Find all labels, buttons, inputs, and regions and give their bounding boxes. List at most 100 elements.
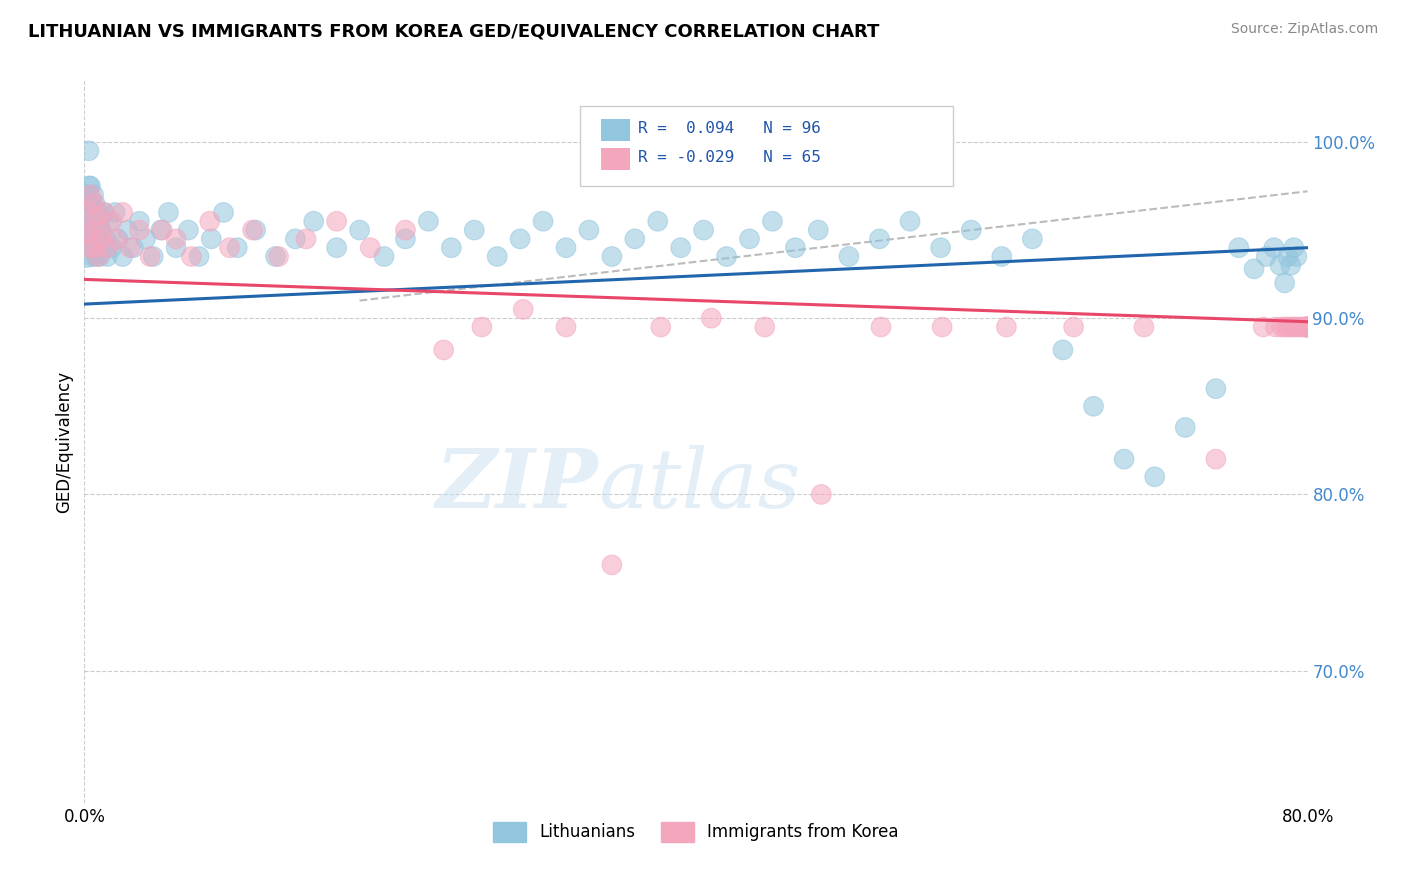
Point	[83, 232, 105, 246]
Point	[180, 250, 202, 264]
Point	[302, 214, 325, 228]
Point	[1296, 320, 1319, 334]
Point	[96, 241, 118, 255]
Point	[75, 227, 97, 241]
Point	[761, 214, 783, 228]
Point	[486, 250, 509, 264]
Point	[188, 250, 211, 264]
Point	[418, 214, 440, 228]
Point	[91, 241, 114, 255]
Point	[1133, 320, 1156, 334]
Point	[578, 223, 600, 237]
Point	[810, 487, 832, 501]
Point	[716, 250, 738, 264]
Point	[898, 214, 921, 228]
Point	[1277, 320, 1299, 334]
Point	[359, 241, 381, 255]
Point	[104, 205, 127, 219]
FancyBboxPatch shape	[600, 148, 630, 169]
Point	[177, 223, 200, 237]
Point	[1282, 320, 1305, 334]
Point	[1295, 320, 1317, 334]
Point	[440, 241, 463, 255]
Point	[75, 241, 97, 255]
Point	[1143, 470, 1166, 484]
Point	[96, 250, 118, 264]
Point	[700, 311, 723, 326]
Point	[692, 223, 714, 237]
Point	[1251, 320, 1274, 334]
Point	[1083, 399, 1105, 413]
Point	[754, 320, 776, 334]
Point	[295, 232, 318, 246]
Point	[463, 223, 485, 237]
Point	[1296, 320, 1319, 334]
Point	[264, 250, 287, 264]
Text: R =  0.094   N = 96: R = 0.094 N = 96	[638, 121, 821, 136]
Point	[165, 241, 187, 255]
Point	[785, 241, 807, 255]
Point	[624, 232, 647, 246]
Point	[90, 223, 112, 237]
Point	[650, 320, 672, 334]
Point	[212, 205, 235, 219]
Point	[509, 232, 531, 246]
Point	[1274, 320, 1296, 334]
Point	[1063, 320, 1085, 334]
Point	[1205, 452, 1227, 467]
Point	[79, 205, 101, 219]
Point	[1174, 420, 1197, 434]
Point	[1114, 452, 1136, 467]
Point	[325, 241, 347, 255]
Point	[1052, 343, 1074, 357]
Point	[142, 250, 165, 264]
Text: LITHUANIAN VS IMMIGRANTS FROM KOREA GED/EQUIVALENCY CORRELATION CHART: LITHUANIAN VS IMMIGRANTS FROM KOREA GED/…	[28, 22, 880, 40]
Point	[87, 250, 110, 264]
Point	[83, 187, 105, 202]
Point	[76, 205, 98, 219]
Point	[105, 232, 128, 246]
Point	[77, 179, 100, 194]
Point	[1268, 258, 1291, 272]
Point	[1296, 320, 1319, 334]
Point	[165, 232, 187, 246]
Point	[89, 223, 111, 237]
Point	[87, 232, 110, 246]
Point	[89, 214, 111, 228]
Point	[107, 232, 129, 246]
Point	[1227, 241, 1250, 255]
Point	[869, 232, 891, 246]
Point	[79, 179, 101, 194]
Point	[1264, 320, 1286, 334]
Point	[1285, 250, 1308, 264]
Point	[218, 241, 240, 255]
Point	[93, 205, 115, 219]
Point	[433, 343, 456, 357]
Point	[1243, 261, 1265, 276]
Point	[89, 250, 111, 264]
Point	[83, 205, 105, 219]
Point	[284, 232, 307, 246]
Point	[738, 232, 761, 246]
Point	[245, 223, 267, 237]
Point	[77, 241, 100, 255]
Point	[226, 241, 249, 255]
Point	[198, 214, 221, 228]
Point	[960, 223, 983, 237]
FancyBboxPatch shape	[579, 105, 953, 186]
Point	[97, 214, 120, 228]
Point	[870, 320, 893, 334]
Point	[1292, 320, 1315, 334]
Point	[1271, 320, 1294, 334]
Point	[555, 320, 578, 334]
Point	[1263, 241, 1285, 255]
Text: R = -0.029   N = 65: R = -0.029 N = 65	[638, 150, 821, 165]
Point	[122, 241, 145, 255]
Point	[76, 187, 98, 202]
Point	[79, 187, 101, 202]
Point	[242, 223, 264, 237]
Point	[995, 320, 1018, 334]
Point	[84, 214, 107, 228]
Point	[87, 205, 110, 219]
Point	[150, 223, 173, 237]
